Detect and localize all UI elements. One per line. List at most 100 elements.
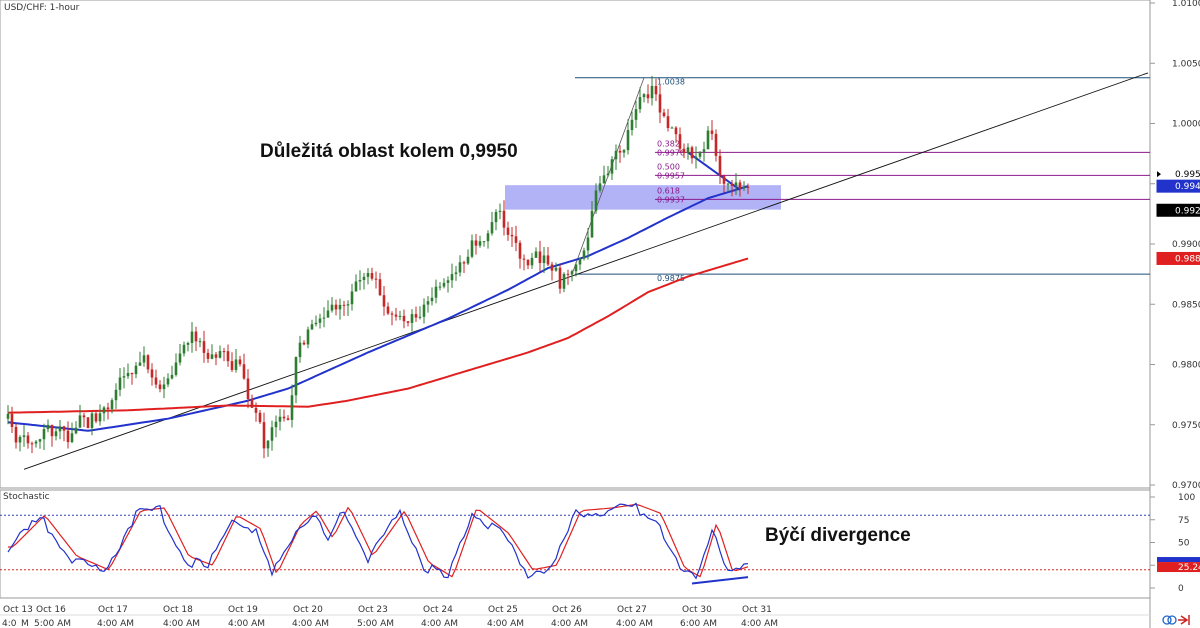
- candle: [430, 287, 434, 306]
- candle-body: [374, 278, 378, 280]
- candle: [510, 227, 514, 248]
- candle-body: [638, 97, 642, 110]
- candle: [662, 108, 666, 118]
- candle: [606, 165, 610, 178]
- candle-body: [274, 421, 278, 428]
- candle-body: [514, 236, 518, 243]
- candle-body: [510, 234, 514, 237]
- candle: [630, 111, 634, 136]
- candle-body: [574, 264, 578, 272]
- candle-body: [594, 190, 598, 211]
- candle-body: [310, 324, 314, 330]
- candle-body: [538, 251, 542, 264]
- candle-body: [646, 94, 650, 99]
- candle-body: [422, 304, 426, 317]
- candle-body: [370, 273, 374, 279]
- candle-body: [126, 372, 130, 377]
- candle-body: [390, 313, 394, 315]
- price-tag-box: [1156, 203, 1200, 217]
- candle: [94, 409, 98, 424]
- candle-body: [258, 412, 262, 423]
- candle-body: [454, 272, 458, 275]
- candle-body: [610, 159, 614, 174]
- candle-body: [398, 315, 402, 317]
- candle: [562, 272, 566, 293]
- candle-body: [622, 150, 626, 153]
- candle-body: [458, 262, 462, 273]
- candle: [746, 183, 750, 195]
- y-tick-label: 0.9700: [1172, 481, 1200, 491]
- candle: [382, 285, 386, 316]
- candle-body: [202, 341, 206, 353]
- candle-body: [246, 378, 250, 400]
- candle-body: [62, 426, 66, 431]
- candle-body: [486, 233, 490, 242]
- candle: [186, 341, 190, 352]
- candle: [614, 144, 618, 171]
- candle: [98, 404, 102, 426]
- candle: [342, 300, 346, 316]
- candle: [438, 282, 442, 291]
- fib-price-label: 0.9875: [657, 274, 685, 283]
- candle-body: [414, 314, 418, 318]
- candle: [82, 412, 86, 428]
- candle-body: [358, 279, 362, 282]
- candle: [454, 266, 458, 281]
- price-lower-high-line: [687, 151, 741, 191]
- candle: [582, 247, 586, 261]
- arrow-right-icon[interactable]: [1178, 615, 1190, 625]
- candle: [702, 141, 706, 162]
- candle: [346, 300, 350, 316]
- candle-body: [586, 237, 590, 251]
- x-date-label: Oct 19: [228, 605, 258, 615]
- candle-body: [250, 399, 254, 408]
- candle: [310, 319, 314, 330]
- candle: [394, 307, 398, 321]
- candle: [214, 351, 218, 366]
- stochastic-title: Stochastic: [3, 492, 50, 502]
- sync-icon[interactable]: [1162, 615, 1177, 625]
- candle: [26, 431, 30, 449]
- candle: [66, 421, 70, 449]
- candle: [358, 270, 362, 291]
- candle: [442, 278, 446, 289]
- candle: [14, 423, 18, 449]
- candle-body: [366, 273, 370, 277]
- candle: [138, 351, 142, 366]
- candle-body: [18, 436, 22, 443]
- candle-body: [186, 342, 190, 345]
- candle-body: [642, 94, 646, 98]
- candle: [174, 353, 178, 377]
- candle: [302, 340, 306, 346]
- candle-body: [238, 359, 242, 365]
- candle: [406, 321, 410, 327]
- candle-body: [718, 155, 722, 176]
- x-time-label: 4:00 AM: [163, 619, 200, 628]
- candle: [626, 119, 630, 155]
- candle: [362, 272, 366, 290]
- candle: [546, 246, 550, 266]
- candle: [706, 126, 710, 150]
- candle-body: [578, 258, 582, 265]
- candle-body: [234, 359, 238, 370]
- candle: [34, 440, 38, 448]
- candle-body: [134, 365, 138, 375]
- candle: [554, 262, 558, 272]
- candle-body: [118, 377, 122, 390]
- candle: [478, 235, 482, 248]
- candle: [502, 200, 506, 236]
- candle-body: [598, 183, 602, 191]
- candle: [106, 402, 110, 420]
- candle-body: [178, 353, 182, 363]
- price-tag-box: [1156, 179, 1200, 193]
- price-tag-box: [1156, 251, 1200, 265]
- candle-body: [462, 262, 466, 264]
- candle: [30, 441, 34, 454]
- candle: [366, 268, 370, 285]
- candle: [426, 296, 430, 313]
- candle-body: [142, 355, 146, 363]
- candle-body: [702, 149, 706, 152]
- candle: [242, 353, 246, 380]
- candle-body: [294, 357, 298, 396]
